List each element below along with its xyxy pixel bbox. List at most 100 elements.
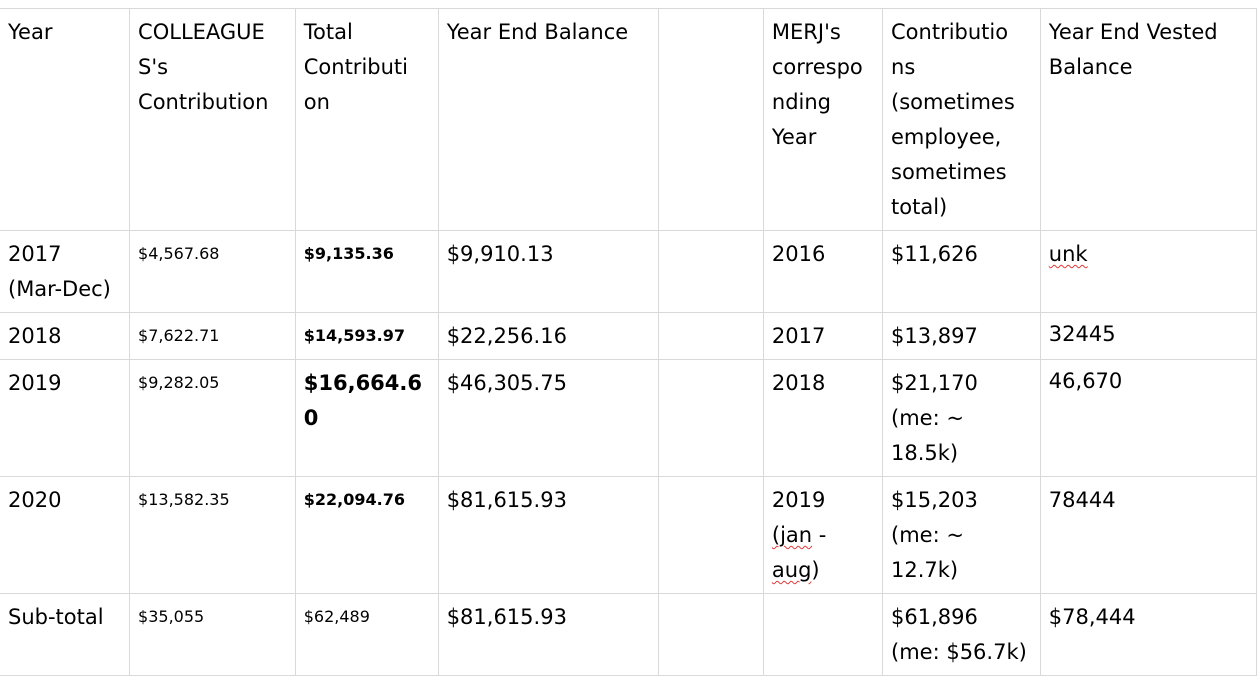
cell-contrib-line1: $15,203: [891, 488, 978, 512]
cell-merj-year-line1: 2019: [771, 488, 826, 512]
cell-year-line1: 2017: [8, 242, 62, 266]
cell-blank: [657, 593, 764, 676]
header-merj-year: MERJ's correspo nding Year: [762, 8, 884, 231]
cell-vested: 32445: [1039, 312, 1258, 360]
cell-colleague: $13,582.35: [129, 476, 296, 594]
cell-contrib-line2: (me: ~: [891, 523, 964, 547]
cell-balance: $9,910.13: [437, 230, 659, 313]
cell-total-value: $14,593.97: [303, 326, 405, 345]
cell-contributions: $15,203 (me: ~ 12.7k): [882, 476, 1041, 594]
cell-contributions: $11,626: [882, 230, 1041, 313]
cell-balance-value: $81,615.93: [446, 605, 567, 629]
cell-contributions-value: $11,626: [891, 242, 978, 266]
cell-total: $9,135.36: [294, 230, 439, 313]
cell-balance-value: $46,305.75: [446, 371, 567, 395]
header-colleague-contribution: COLLEAGUE S's Contribution: [129, 8, 296, 231]
cell-colleague: $4,567.68: [129, 230, 296, 313]
cell-contributions-value: $13,897: [891, 324, 978, 348]
header-merj-line1: MERJ's: [771, 20, 841, 44]
cell-subtotal-label: Sub-total: [8, 605, 104, 629]
header-blank: [657, 8, 764, 231]
cell-vested-value: unk: [1048, 242, 1088, 266]
cell-merj-year: 2019 (jan - aug): [762, 476, 884, 594]
cell-blank: [657, 230, 764, 313]
cell-vested: unk: [1039, 230, 1258, 313]
table-row: 2020 $13,582.35 $22,094.76 $81,615.93 20…: [0, 476, 1258, 594]
cell-contrib-line1: $21,170: [891, 371, 978, 395]
cell-colleague-value: $7,622.71: [138, 326, 220, 345]
cell-vested: 46,670: [1039, 359, 1258, 477]
cell-year: 2019: [0, 359, 131, 477]
header-merj-line2: correspo: [771, 55, 863, 79]
cell-year-line1: 2019: [8, 371, 62, 395]
cell-balance: $46,305.75: [437, 359, 659, 477]
cell-merj-year-line3-paren: ): [811, 558, 820, 582]
cell-vested-value: 78444: [1048, 488, 1116, 512]
cell-vested-value: $78,444: [1048, 605, 1136, 629]
cell-merj-year-line3-word: aug: [771, 558, 812, 582]
cell-total-value: $9,135.36: [303, 244, 394, 263]
cell-contributions: $21,170 (me: ~ 18.5k): [882, 359, 1041, 477]
cell-year-line2: (Mar-Dec): [8, 277, 111, 301]
cell-balance-value: $9,910.13: [446, 242, 554, 266]
table-row: 2017 (Mar-Dec) $4,567.68 $9,135.36 $9,91…: [0, 230, 1258, 313]
header-year-end-balance-label: Year End Balance: [446, 20, 629, 44]
cell-merj-year-line2: (jan -: [772, 518, 876, 553]
header-colleague-line2: S's: [138, 55, 169, 79]
header-year-end-balance: Year End Balance: [437, 8, 659, 231]
cell-colleague-value: $9,282.05: [138, 373, 220, 392]
cell-merj-year-line2-dash: -: [812, 523, 827, 547]
cell-balance-value: $22,256.16: [446, 324, 567, 348]
header-merj-line4: Year: [771, 125, 817, 149]
header-colleague-line1: COLLEAGUE: [138, 20, 265, 44]
header-colleague-line3: Contribution: [138, 90, 269, 114]
cell-merj-year-value: 2018: [771, 371, 826, 395]
cell-contributions: $61,896 (me: $56.7k): [882, 593, 1041, 676]
table-row: 2019 $9,282.05 $16,664.6 0 $46,305.75 20…: [0, 359, 1258, 477]
header-total-contribution: Total Contributi on: [294, 8, 439, 231]
cell-contrib-line2: (me: ~: [891, 406, 964, 430]
cell-colleague-value: $4,567.68: [138, 244, 220, 263]
cell-total-value: $62,489: [303, 607, 370, 626]
contribution-table: Year COLLEAGUE S's Contribution Total Co…: [0, 8, 1258, 676]
cell-merj-year: 2016: [762, 230, 884, 313]
cell-vested-value: 46,670: [1048, 369, 1123, 393]
header-total-line2: Contributi: [303, 55, 408, 79]
header-vested-line2: Balance: [1048, 55, 1133, 79]
header-year-label: Year: [8, 20, 53, 44]
cell-contrib-line3: 12.7k): [891, 558, 959, 582]
cell-balance: $81,615.93: [437, 593, 659, 676]
cell-total: $16,664.6 0: [294, 359, 439, 477]
header-contrib-line2: ns: [891, 55, 916, 79]
cell-merj-year: [762, 593, 884, 676]
cell-total: $62,489: [294, 593, 439, 676]
cell-blank: [657, 476, 764, 594]
header-contrib-line5: sometimes: [891, 160, 1007, 184]
cell-year: Sub-total: [0, 593, 131, 676]
header-merj-line3: nding: [771, 90, 832, 114]
cell-total: $14,593.97: [294, 312, 439, 360]
header-contrib-line4: employee,: [891, 125, 1002, 149]
cell-vested: 78444: [1039, 476, 1258, 594]
cell-merj-year-value: 2017: [771, 324, 826, 348]
cell-colleague-value: $35,055: [138, 607, 205, 626]
cell-vested-value: 32445: [1048, 322, 1116, 346]
cell-contrib-line3: 18.5k): [891, 441, 959, 465]
cell-contrib-line1: $61,896: [891, 605, 978, 629]
cell-contributions: $13,897: [882, 312, 1041, 360]
cell-balance: $22,256.16: [437, 312, 659, 360]
cell-year: 2017 (Mar-Dec): [0, 230, 131, 313]
header-contrib-line6: total): [891, 195, 948, 219]
header-contrib-line1: Contributio: [891, 20, 1009, 44]
header-row: Year COLLEAGUE S's Contribution Total Co…: [0, 8, 1258, 231]
cell-colleague: $35,055: [129, 593, 296, 676]
header-contributions: Contributio ns (sometimes employee, some…: [882, 8, 1041, 231]
cell-colleague: $7,622.71: [129, 312, 296, 360]
header-vested-line1: Year End Vested: [1048, 20, 1218, 44]
header-total-line3: on: [303, 90, 330, 114]
header-total-line1: Total: [303, 20, 353, 44]
cell-contrib-line2: (me: $56.7k): [891, 640, 1027, 664]
cell-colleague: $9,282.05: [129, 359, 296, 477]
header-contrib-line3: (sometimes: [891, 90, 1015, 114]
cell-blank: [657, 312, 764, 360]
